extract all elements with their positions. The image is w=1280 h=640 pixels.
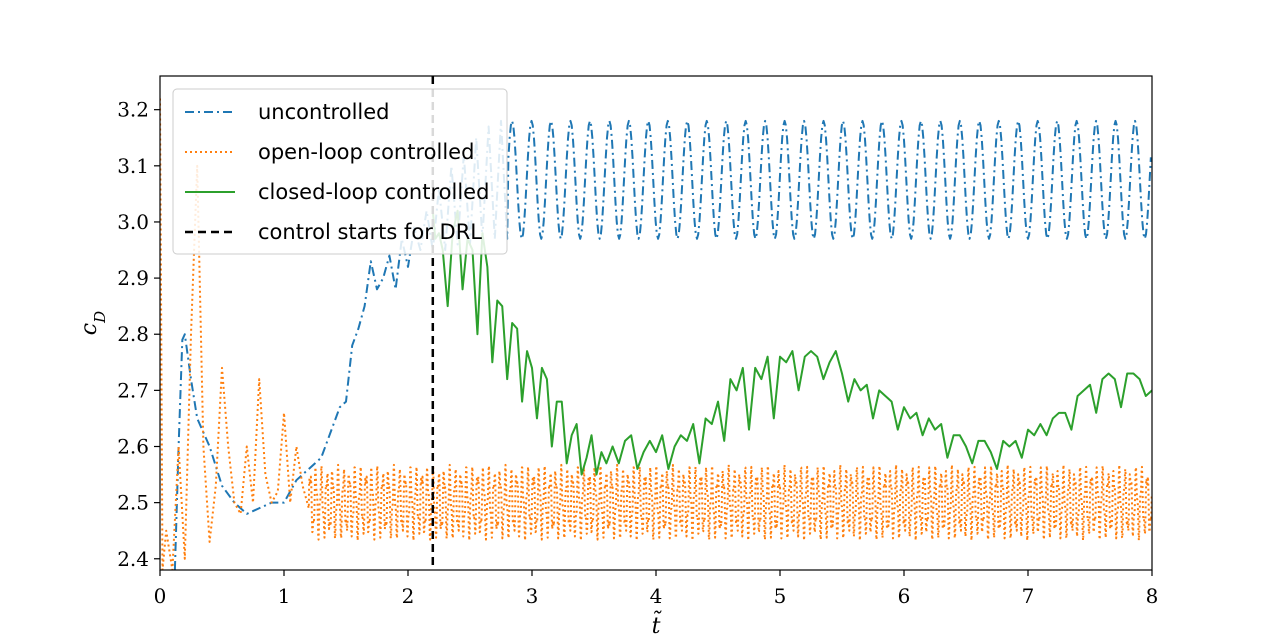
- x-tick-label: 1: [278, 584, 291, 608]
- x-tick-label: 6: [898, 584, 911, 608]
- y-axis-label: cD: [77, 311, 109, 335]
- y-tick-label: 3.1: [117, 154, 149, 178]
- x-axis-label: t̃: [652, 609, 663, 639]
- legend: uncontrolled open-loop controlled closed-l…: [172, 88, 508, 255]
- x-tick-label: 8: [1146, 584, 1159, 608]
- y-tick-label: 2.9: [117, 266, 149, 290]
- y-tick-label: 2.6: [117, 435, 149, 459]
- x-tick-label: 7: [1022, 584, 1035, 608]
- series-line-closed-loop-controlled: [431, 209, 1152, 476]
- x-tick-label: 0: [154, 584, 167, 608]
- y-tick-label: 3.0: [117, 210, 149, 234]
- y-tick-label: 2.7: [117, 378, 149, 402]
- y-tick-label: 2.8: [117, 322, 149, 346]
- y-tick-label: 3.2: [117, 98, 149, 122]
- y-tick-label: 2.5: [117, 491, 149, 515]
- legend-label: closed-loop controlled: [258, 180, 489, 204]
- series-line-uncontrolled: [173, 119, 1152, 570]
- x-tick-label: 5: [774, 584, 787, 608]
- x-tick-label: 2: [402, 584, 415, 608]
- x-tick-label: 4: [650, 584, 663, 608]
- x-tick-label: 3: [526, 584, 539, 608]
- legend-box: [172, 88, 508, 255]
- legend-label: uncontrolled: [258, 100, 390, 124]
- legend-label: open-loop controlled: [258, 140, 474, 164]
- legend-label: control starts for DRL: [258, 220, 482, 244]
- y-tick-label: 2.4: [117, 547, 149, 571]
